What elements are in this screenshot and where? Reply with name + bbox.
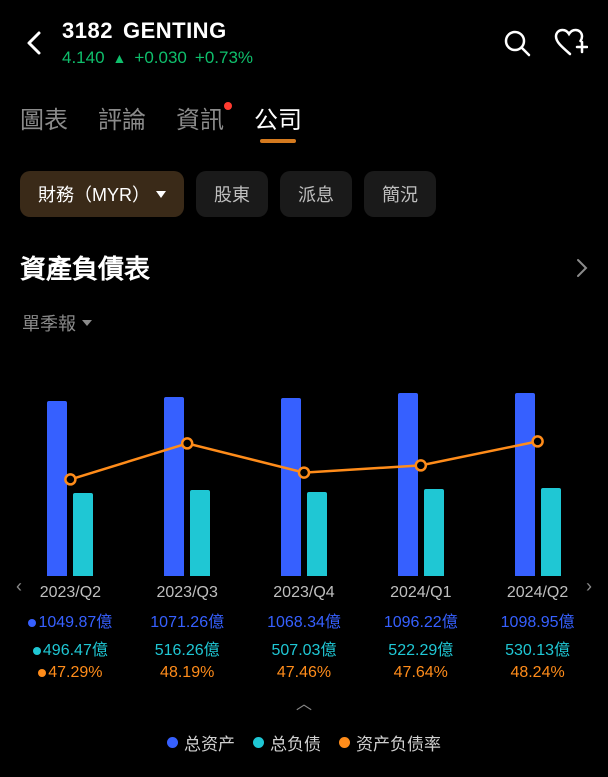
data-cell: 1049.87億 xyxy=(15,608,125,632)
chevron-right-icon xyxy=(576,258,588,278)
subtab-3[interactable]: 簡況 xyxy=(364,171,436,217)
data-cell: 47.29% xyxy=(15,664,125,682)
bar-liabilities xyxy=(307,492,327,577)
liabilities-row: 496.47億 516.26億 507.03億 522.29億 530.13億 xyxy=(12,634,596,662)
ratio-row: 47.29% 48.19% 47.46% 47.64% 48.24% xyxy=(12,662,596,684)
series-dot-icon xyxy=(33,647,41,655)
header-actions xyxy=(500,26,588,60)
data-cell: 1071.26億 xyxy=(132,608,242,632)
legend-ratio: 资产负债率 xyxy=(339,730,441,755)
subtab-2[interactable]: 派息 xyxy=(280,171,352,217)
data-cell: 1096.22億 xyxy=(366,608,476,632)
chevron-down-icon xyxy=(156,191,166,198)
data-cell: 48.24% xyxy=(483,664,593,682)
assets-row: 1049.87億 1071.26億 1068.34億 1096.22億 1098.95億 xyxy=(12,606,596,634)
bar-liabilities xyxy=(541,488,561,576)
chevron-down-icon xyxy=(82,320,92,326)
chevron-left-icon xyxy=(25,29,43,57)
period-label: 單季報 xyxy=(22,310,76,336)
data-cell: 47.64% xyxy=(366,664,476,682)
notification-dot xyxy=(224,102,232,110)
bar-assets xyxy=(281,398,301,576)
legend-ratio-label: 资产负债率 xyxy=(356,730,441,755)
subtab-label: 財務（MYR） xyxy=(38,181,150,207)
chart-legend: 总资产 总负债 资产负债率 xyxy=(12,720,596,765)
ticker-name: GENTING xyxy=(123,18,227,44)
bar-group-3 xyxy=(398,393,444,576)
bar-group-4 xyxy=(515,393,561,576)
period-label: 2023/Q3 xyxy=(132,584,242,602)
subtab-1[interactable]: 股東 xyxy=(196,171,268,217)
data-cell: 496.47億 xyxy=(15,636,125,660)
chart-container: ‹ › 2023/Q22023/Q32023/Q42024/Q12024/Q2 … xyxy=(0,346,608,765)
bar-group-0 xyxy=(47,401,93,576)
heart-plus-icon xyxy=(554,28,588,58)
tab-0[interactable]: 圖表 xyxy=(20,100,68,143)
search-button[interactable] xyxy=(500,26,534,60)
bar-assets xyxy=(515,393,535,576)
tab-2[interactable]: 資訊 xyxy=(176,100,224,143)
data-cell: 522.29億 xyxy=(366,636,476,660)
tab-1[interactable]: 評論 xyxy=(98,100,146,143)
legend-liabilities: 总负债 xyxy=(253,730,321,755)
bar-liabilities xyxy=(424,489,444,576)
ticker-code: 3182 xyxy=(62,18,113,44)
subtab-0[interactable]: 財務（MYR） xyxy=(20,171,184,217)
price-value: 4.140 xyxy=(62,48,105,68)
bar-group-2 xyxy=(281,398,327,576)
data-cell: 47.46% xyxy=(249,664,359,682)
favorite-button[interactable] xyxy=(554,26,588,60)
search-icon xyxy=(502,28,532,58)
series-dot-icon xyxy=(38,669,46,677)
arrow-up-icon: ▲ xyxy=(113,50,127,66)
period-label: 2024/Q2 xyxy=(483,584,593,602)
subtab-label: 股東 xyxy=(214,181,250,207)
change-percent: +0.73% xyxy=(195,48,253,68)
period-selector[interactable]: 單季報 xyxy=(0,300,608,346)
bar-chart xyxy=(12,356,596,576)
subtab-label: 派息 xyxy=(298,181,334,207)
period-label: 2023/Q4 xyxy=(249,584,359,602)
data-cell: 530.13億 xyxy=(483,636,593,660)
bar-liabilities xyxy=(73,493,93,576)
data-cell: 1098.95億 xyxy=(483,608,593,632)
series-dot-icon xyxy=(28,619,36,627)
data-cell: 48.19% xyxy=(132,664,242,682)
legend-assets: 总资产 xyxy=(167,730,235,755)
data-cell: 507.03億 xyxy=(249,636,359,660)
period-label: 2024/Q1 xyxy=(366,584,476,602)
app-header: 3182 GENTING 4.140 ▲ +0.030 +0.73% xyxy=(0,0,608,78)
bar-assets xyxy=(164,397,184,576)
bar-assets xyxy=(47,401,67,576)
legend-assets-label: 总资产 xyxy=(184,730,235,755)
change-absolute: +0.030 xyxy=(134,48,186,68)
subtab-label: 簡況 xyxy=(382,181,418,207)
period-labels-row: ‹ › 2023/Q22023/Q32023/Q42024/Q12024/Q2 xyxy=(12,576,596,606)
section-title: 資產負債表 xyxy=(20,249,150,286)
collapse-button[interactable]: ︿ xyxy=(12,684,596,720)
main-tabs: 圖表評論資訊公司 xyxy=(0,78,608,153)
back-button[interactable] xyxy=(20,29,48,57)
legend-liabilities-label: 总负债 xyxy=(270,730,321,755)
data-cell: 516.26億 xyxy=(132,636,242,660)
period-label: 2023/Q2 xyxy=(15,584,125,602)
sub-tabs: 財務（MYR） 股東 派息 簡況 xyxy=(0,153,608,235)
bar-group-1 xyxy=(164,397,210,576)
section-header[interactable]: 資產負債表 xyxy=(0,235,608,300)
data-cell: 1068.34億 xyxy=(249,608,359,632)
title-block: 3182 GENTING 4.140 ▲ +0.030 +0.73% xyxy=(62,18,486,68)
tab-3[interactable]: 公司 xyxy=(254,100,302,143)
bar-liabilities xyxy=(190,490,210,576)
bar-assets xyxy=(398,393,418,576)
